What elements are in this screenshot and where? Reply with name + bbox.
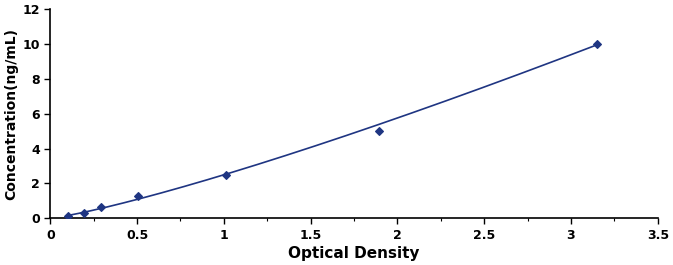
X-axis label: Optical Density: Optical Density — [288, 246, 420, 261]
Y-axis label: Concentration(ng/mL): Concentration(ng/mL) — [4, 28, 18, 200]
